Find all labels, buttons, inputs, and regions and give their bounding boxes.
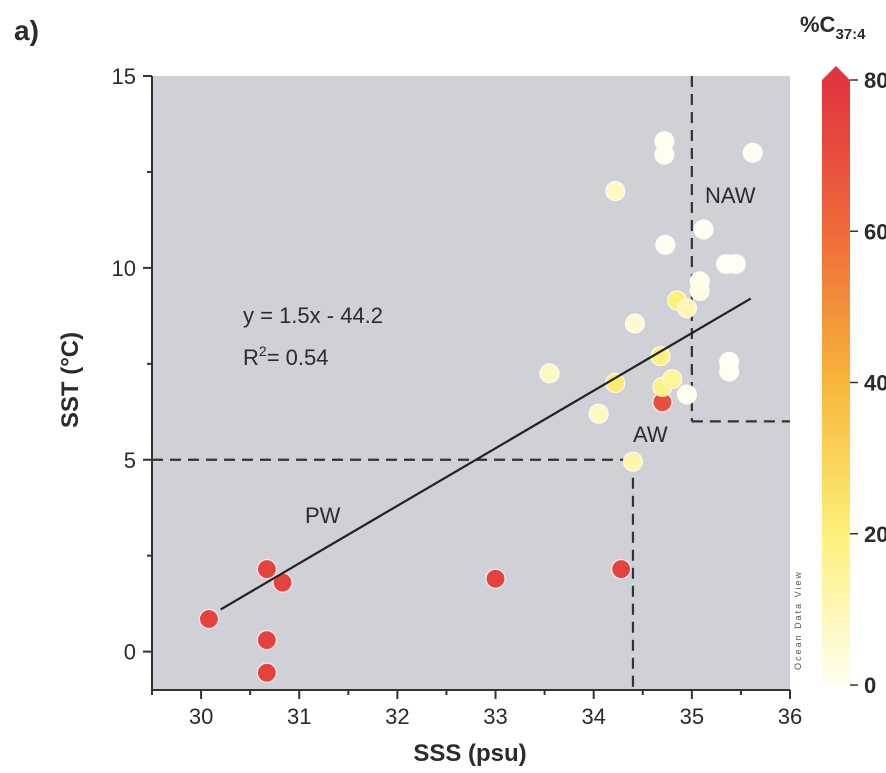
data-points [198, 131, 763, 683]
data-point [624, 313, 646, 334]
r-squared-label: R2= 0.54 [243, 343, 328, 370]
data-point [676, 384, 698, 405]
colorbar-title-main: %C [800, 12, 836, 37]
y-tick-label: 0 [124, 640, 136, 665]
data-point [676, 298, 698, 319]
y-tick-label: 15 [112, 64, 136, 89]
y-axis-title: SST (°C) [57, 332, 84, 428]
colorbar-title: %C37:4 [800, 12, 866, 43]
panel-label: a) [14, 15, 39, 46]
x-tick-label: 30 [189, 704, 213, 729]
colorbar-tick-label: 20 [864, 522, 886, 547]
water-mass-boundaries [152, 76, 790, 690]
regression-line-group [220, 297, 752, 611]
water-mass-aw: AW [633, 422, 668, 447]
y-tick-label: 5 [124, 448, 136, 473]
x-tick-label: 36 [778, 704, 802, 729]
data-point [742, 142, 763, 163]
colorbar-top-arrow [822, 66, 850, 80]
data-point [256, 662, 277, 683]
colorbar-ticks: 0 20 40 60 80 [850, 68, 886, 698]
data-point [588, 403, 609, 424]
data-point [605, 181, 626, 202]
r-squared-value: = 0.54 [267, 345, 329, 370]
data-point [622, 451, 644, 472]
x-tick-label: 35 [680, 704, 704, 729]
x-axis-title: SSS (psu) [413, 740, 526, 767]
y-tick-label: 10 [112, 256, 136, 281]
colorbar-tick-label: 60 [864, 219, 886, 244]
water-mass-naw: NAW [705, 183, 756, 208]
data-point [693, 219, 714, 240]
watermark-text: Ocean Data View [793, 570, 803, 670]
r-squared-sup: 2 [259, 343, 267, 359]
water-mass-pw: PW [305, 503, 341, 528]
colorbar-tick-label: 40 [864, 371, 886, 396]
data-point [256, 630, 277, 651]
colorbar-title-sub: 37:4 [835, 26, 866, 43]
axes: 30 31 32 33 34 35 36 0 5 10 15 [112, 64, 803, 729]
plot-area [152, 76, 790, 690]
data-point [654, 131, 675, 152]
data-point [662, 369, 683, 390]
regression-line [220, 297, 752, 611]
x-tick-label: 32 [385, 704, 409, 729]
data-point [198, 608, 220, 630]
data-point [611, 559, 632, 580]
x-tick-label: 31 [287, 704, 311, 729]
colorbar: 0 20 40 60 80 %C37:4 [800, 12, 886, 698]
regression-equation: y = 1.5x - 44.2 [243, 303, 383, 328]
data-point [485, 568, 506, 589]
colorbar-tick-label: 80 [864, 68, 886, 93]
x-tick-label: 33 [483, 704, 507, 729]
data-point [539, 363, 560, 384]
colorbar-tick-label: 0 [864, 673, 876, 698]
data-point [256, 559, 277, 580]
r-squared-prefix: R [243, 345, 259, 370]
data-point [689, 271, 710, 292]
data-point [719, 361, 740, 382]
x-tick-label: 34 [581, 704, 605, 729]
colorbar-gradient [822, 80, 850, 685]
data-point [655, 234, 676, 255]
data-point [725, 253, 747, 275]
